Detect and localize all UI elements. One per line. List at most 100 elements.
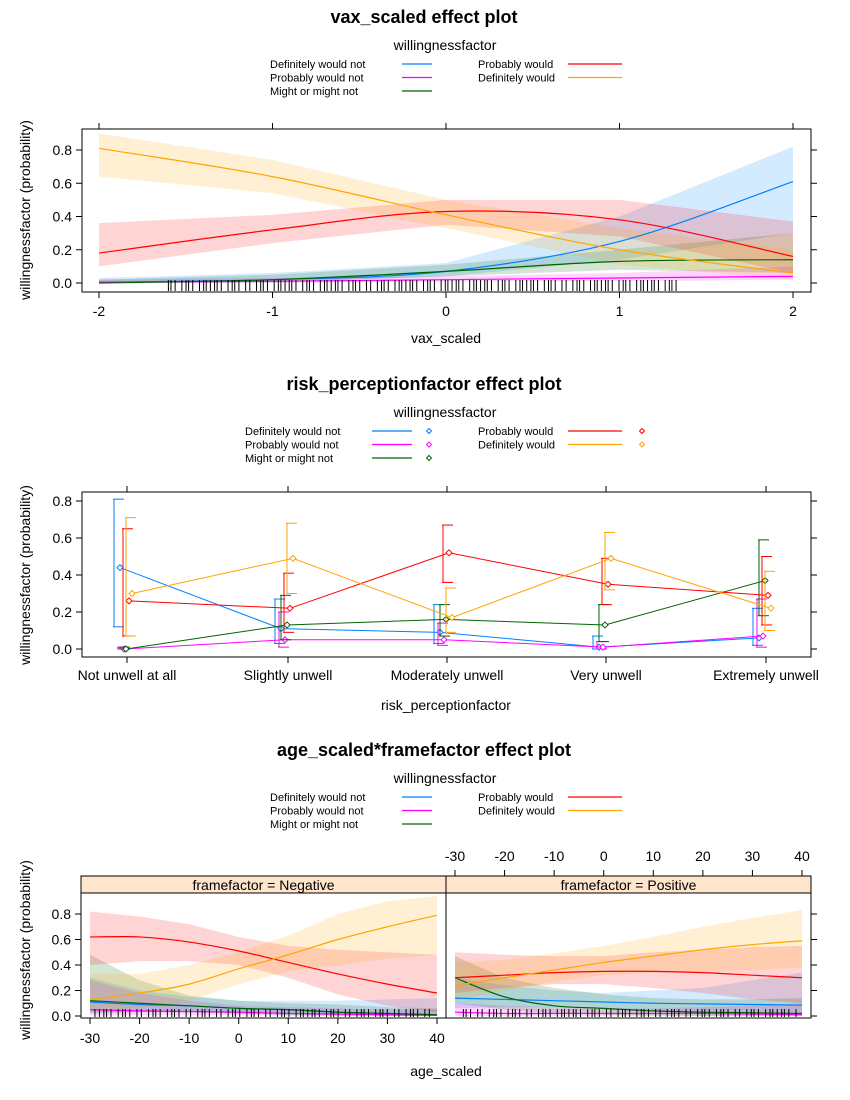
point-marker-might-or-might-not: [122, 645, 130, 653]
age-x-tick-label-top: -10: [544, 848, 564, 864]
legend-label-might-or-might-not: Might or might not: [270, 819, 358, 831]
legend-label-probably-would-not: Probably would not: [245, 440, 339, 452]
legend-label-definitely-would-not: Definitely would not: [270, 792, 365, 804]
ci-band-probably-would: [455, 945, 802, 1004]
age-y-axis-label: willingnessfactor (probability): [17, 860, 33, 1041]
point-marker-definitely-would-not: [116, 563, 124, 572]
risk-legend: Definitely would not Probably would notMi…: [245, 426, 646, 465]
series-line-probably-would: [89, 935, 438, 994]
series-line-probably-would: [454, 970, 803, 979]
age-y-tick-label: 0.0: [52, 1008, 72, 1024]
point-marker-probably-would: [604, 580, 612, 588]
age-x-tick-label: 30: [380, 1030, 396, 1046]
vax-y-axis-label: willingnessfactor (probability): [17, 120, 33, 301]
vax-y-tick-label: 0.4: [53, 209, 73, 225]
point-marker-might-or-might-not: [283, 621, 291, 629]
age-x-tick-label-top: -20: [494, 848, 514, 864]
ci-band-probably-would-not: [99, 266, 793, 283]
age-x-tick-label: -10: [179, 1030, 199, 1046]
risk-y-axis-label: willingnessfactor (probability): [17, 485, 33, 666]
age-plot-area: framefactor = Negative -30 -20 -10 0 10 20 30 40…: [52, 848, 817, 1046]
vax-legend-title: willingnessfactor: [393, 37, 497, 53]
point-marker-probably-would-not: [599, 643, 607, 651]
point-marker-definitely-would: [289, 554, 297, 563]
point-marker-probably-would: [125, 597, 133, 605]
ci-band-probably-would-not: [90, 980, 437, 1016]
age-x-tick-label: 40: [429, 1030, 445, 1046]
ci-band-definitely-would: [90, 896, 437, 1013]
vax-x-axis-label: vax_scaled: [411, 330, 481, 346]
legend-label-probably-would-not: Probably would not: [270, 806, 364, 818]
ci-band-might-or-might-not: [455, 956, 802, 1016]
vax-x-tick-label: -2: [93, 303, 106, 319]
legend-key-marker-definitely-would-not: [425, 427, 433, 435]
series-line-might-or-might-not: [454, 977, 803, 1015]
legend-label-definitely-would-not: Definitely would not: [245, 426, 340, 438]
ci-band-definitely-would-not: [90, 977, 437, 1016]
risk-plot-title: risk_perceptionfactor effect plot: [286, 374, 561, 394]
vax-y-tick-label: 0.6: [53, 175, 73, 191]
age-plot-title: age_scaled*framefactor effect plot: [277, 740, 571, 760]
point-marker-probably-would: [764, 591, 772, 600]
age-y-tick-label: 0.8: [52, 906, 72, 922]
risk-y-tick-label: 0.4: [53, 567, 73, 583]
risk-y-tick-label: 0.6: [53, 530, 73, 546]
legend-label-might-or-might-not: Might or might not: [270, 86, 358, 98]
legend-label-probably-would: Probably would: [478, 426, 553, 438]
point-marker-probably-would: [445, 549, 453, 557]
legend-label-definitely-would-not: Definitely would not: [270, 59, 365, 71]
ci-band-definitely-would: [99, 133, 793, 280]
age-x-tick-label-top: -30: [445, 848, 465, 864]
age-x-tick-label: 10: [280, 1030, 296, 1046]
age-x-tick-label: -20: [129, 1030, 149, 1046]
point-marker-definitely-would: [607, 554, 615, 563]
legend-label-might-or-might-not: Might or might not: [245, 453, 333, 465]
legend-key-marker-definitely-would: [638, 441, 646, 448]
age-legend: Definitely would not Probably would notMi…: [270, 792, 622, 831]
vax-y-tick-label: 0.0: [53, 275, 73, 291]
ci-band-definitely-would: [455, 910, 802, 1001]
legend-label-definitely-would: Definitely would: [478, 806, 555, 818]
risk-plot-area: Not unwell at all Slightly unwell Moderate…: [53, 486, 819, 683]
risk-x-category-label: Very unwell: [570, 667, 642, 683]
vax-x-tick-label: 1: [616, 303, 624, 319]
age-x-tick-label-top: 0: [600, 848, 608, 864]
risk-plot: risk_perceptionfactor effect plot willin…: [17, 374, 819, 713]
series-line-probably-would-not: [454, 1011, 803, 1016]
legend-label-probably-would: Probably would: [478, 792, 553, 804]
risk-y-tick-label: 0.2: [53, 604, 73, 620]
series-line-definitely-would: [454, 940, 803, 986]
risk-x-category-label: Extremely unwell: [713, 667, 819, 683]
risk-x-axis-label: risk_perceptionfactor: [381, 697, 511, 713]
risk-x-category-label: Slightly unwell: [244, 667, 333, 683]
legend-label-definitely-would: Definitely would: [478, 73, 555, 85]
point-marker-probably-would-not: [440, 636, 448, 644]
vax-y-tick-label: 0.8: [53, 142, 73, 158]
age-frame-plot: age_scaled*framefactor effect plot willi…: [17, 740, 817, 1079]
legend-key-marker-probably-would-not: [425, 441, 433, 448]
age-x-axis-label: age_scaled: [410, 1063, 482, 1079]
age-x-tick-label: 20: [330, 1030, 346, 1046]
legend-key-marker-probably-would: [638, 427, 646, 435]
age-x-tick-label: -30: [80, 1030, 100, 1046]
risk-legend-title: willingnessfactor: [393, 404, 497, 420]
legend-label-definitely-would: Definitely would: [478, 440, 555, 452]
panel-frame: [445, 892, 812, 1019]
panel-framefactor-negative: framefactor = Negative -30 -20 -10 0 10 20 30 40: [80, 875, 447, 1046]
panel-strip-label: framefactor = Positive: [561, 877, 697, 893]
point-marker-definitely-would: [128, 589, 136, 598]
point-marker-definitely-would: [767, 604, 775, 613]
vax-plot-title: vax_scaled effect plot: [330, 7, 517, 27]
series-line-definitely-would-not: [454, 997, 803, 1006]
legend-key-marker-might-or-might-not: [425, 454, 433, 462]
risk-x-category-label: Not unwell at all: [78, 667, 177, 683]
vax-x-tick-label: -1: [266, 303, 279, 319]
point-marker-might-or-might-not: [601, 621, 609, 629]
ci-band-might-or-might-not: [90, 954, 437, 1016]
age-x-tick-label-top: 40: [794, 848, 810, 864]
age-y-tick-label: 0.2: [52, 983, 72, 999]
age-x-tick-label-top: 10: [645, 848, 661, 864]
age-x-tick-label-top: 30: [745, 848, 761, 864]
vax-x-tick-label: 2: [789, 303, 797, 319]
